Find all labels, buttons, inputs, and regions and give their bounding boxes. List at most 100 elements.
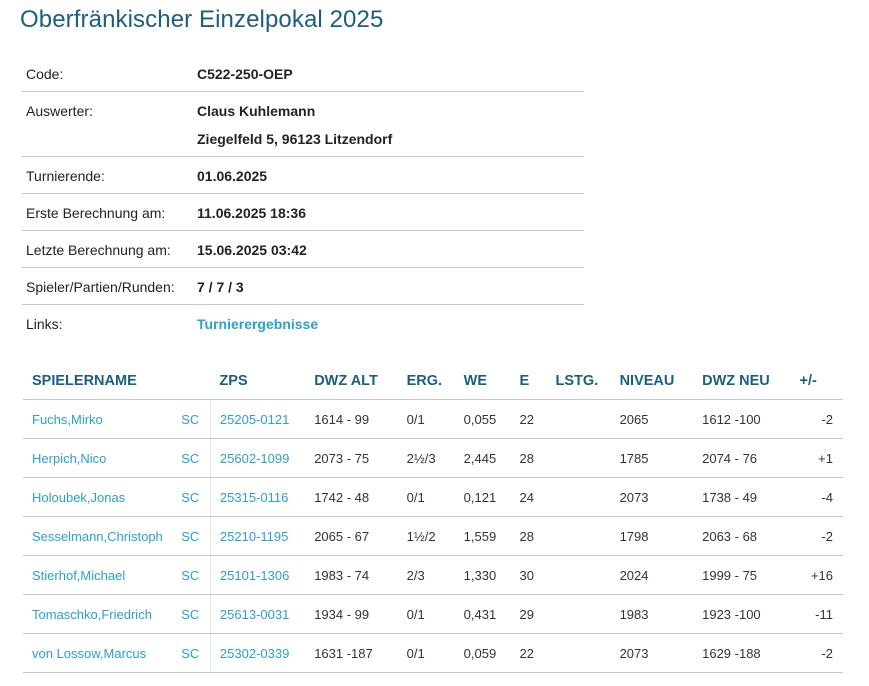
diff-cell: +1	[790, 438, 843, 478]
lstg-cell	[546, 477, 611, 517]
niveau-cell: 2073	[610, 633, 694, 673]
dwz-neu-cell: 1629 -188	[693, 633, 791, 673]
diff-cell: -2	[790, 516, 843, 556]
links-value: Turnierergebnisse	[197, 305, 318, 342]
erg-cell: 0/1	[397, 399, 455, 439]
info-row-turnierende: Turnierende: 01.06.2025	[22, 157, 584, 194]
header-dwz-alt[interactable]: DWZ ALT	[305, 362, 398, 400]
erg-cell: 0/1	[397, 633, 455, 673]
zps-link[interactable]: 25613-0031	[210, 594, 306, 634]
info-row-erste-berechnung: Erste Berechnung am: 11.06.2025 18:36	[22, 194, 584, 231]
erg-cell: 0/1	[397, 477, 455, 517]
info-row-code: Code: C522-250-OEP	[22, 55, 584, 92]
diff-cell: -11	[790, 594, 843, 634]
erste-berechnung-label: Erste Berechnung am:	[26, 205, 166, 221]
club-link[interactable]: SC	[172, 477, 211, 517]
zps-link[interactable]: 25101-1306	[210, 555, 306, 595]
letzte-berechnung-value: 15.06.2025 03:42	[197, 242, 307, 258]
zps-link[interactable]: 25602-1099	[210, 438, 306, 478]
turnierergebnisse-link[interactable]: Turnierergebnisse	[197, 316, 319, 332]
dwz-neu-cell: 1999 - 75	[693, 555, 791, 595]
info-row-links: Links: Turnierergebnisse	[22, 305, 584, 342]
zps-link[interactable]: 25302-0339	[210, 633, 306, 673]
erg-cell: 1½/2	[397, 516, 455, 556]
e-cell: 22	[510, 633, 547, 673]
table-row: Sesselmann,Christoph SC 25210-1195 2065 - 6…	[23, 516, 843, 556]
diff-cell: -2	[790, 399, 843, 439]
header-diff[interactable]: +/-	[790, 362, 843, 400]
auswerter-name: Claus Kuhlemann	[197, 103, 316, 119]
player-name-link[interactable]: Stierhof,Michael	[23, 555, 173, 595]
dwz-alt-cell: 1742 - 48	[305, 477, 398, 517]
dwz-neu-cell: 1923 -100	[693, 594, 791, 634]
table-row: Tomaschko,Friedrich SC 25613-0031 1934 - 99…	[23, 594, 843, 634]
turnierende-value: 01.06.2025	[197, 168, 268, 184]
club-link[interactable]: SC	[172, 555, 211, 595]
player-name-link[interactable]: Fuchs,Mirko	[23, 399, 173, 439]
zps-link[interactable]: 25210-1195	[210, 516, 306, 556]
we-cell: 0,055	[454, 399, 511, 439]
header-erg[interactable]: ERG.	[397, 362, 455, 400]
lstg-cell	[546, 594, 611, 634]
niveau-cell: 1785	[610, 438, 694, 478]
erste-berechnung-value: 11.06.2025 18:36	[197, 205, 306, 221]
club-link[interactable]: SC	[172, 438, 211, 478]
page-title: Oberfränkischer Einzelpokal 2025	[20, 6, 384, 33]
table-row: Fuchs,Mirko SC 25205-0121 1614 - 99 0/1 0,055…	[23, 399, 843, 439]
player-name-link[interactable]: Holoubek,Jonas	[23, 477, 173, 517]
header-lstg[interactable]: LSTG.	[546, 362, 611, 400]
player-name-link[interactable]: von Lossow,Marcus	[23, 633, 173, 673]
table-row: Holoubek,Jonas SC 25315-0116 1742 - 48 0/1 0,…	[23, 477, 843, 517]
player-name-link[interactable]: Tomaschko,Friedrich	[23, 594, 173, 634]
results-body: Fuchs,Mirko SC 25205-0121 1614 - 99 0/1 0,055…	[23, 399, 843, 673]
we-cell: 0,059	[454, 633, 511, 673]
diff-cell: +16	[790, 555, 843, 595]
e-cell: 24	[510, 477, 547, 517]
lstg-cell	[546, 555, 611, 595]
club-link[interactable]: SC	[172, 399, 211, 439]
erg-cell: 0/1	[397, 594, 455, 634]
code-label: Code:	[26, 66, 64, 82]
lstg-cell	[546, 438, 611, 478]
dwz-alt-cell: 1934 - 99	[305, 594, 398, 634]
info-row-auswerter: Auswerter: Claus Kuhlemann Ziegelfeld 5,…	[22, 92, 584, 157]
zps-link[interactable]: 25315-0116	[210, 477, 306, 517]
niveau-cell: 2065	[610, 399, 694, 439]
table-row: Herpich,Nico SC 25602-1099 2073 - 75 2½/3 2,4…	[23, 438, 843, 478]
diff-cell: -2	[790, 633, 843, 673]
club-link[interactable]: SC	[172, 594, 211, 634]
club-link[interactable]: SC	[172, 516, 211, 556]
e-cell: 28	[510, 438, 547, 478]
header-spielername[interactable]: SPIELERNAME	[23, 362, 173, 400]
spieler-partien-runden-value: 7 / 7 / 3	[197, 279, 244, 295]
header-dwz-neu[interactable]: DWZ NEU	[693, 362, 791, 400]
dwz-alt-cell: 2065 - 67	[305, 516, 398, 556]
header-we[interactable]: WE	[454, 362, 511, 400]
results-header-row: SPIELERNAME ZPS DWZ ALT ERG. WE E LSTG. …	[23, 362, 843, 400]
club-link[interactable]: SC	[172, 633, 211, 673]
header-niveau[interactable]: NIVEAU	[610, 362, 694, 400]
player-name-link[interactable]: Sesselmann,Christoph	[23, 516, 173, 556]
header-e[interactable]: E	[510, 362, 547, 400]
table-row: Stierhof,Michael SC 25101-1306 1983 - 74 2/3…	[23, 555, 843, 595]
spieler-partien-runden-label: Spieler/Partien/Runden:	[26, 279, 175, 295]
player-name-link[interactable]: Herpich,Nico	[23, 438, 173, 478]
niveau-cell: 2073	[610, 477, 694, 517]
we-cell: 1,330	[454, 555, 511, 595]
tournament-info: Code: C522-250-OEP Auswerter: Claus Kuhl…	[22, 55, 584, 342]
we-cell: 0,121	[454, 477, 511, 517]
dwz-neu-cell: 2074 - 76	[693, 438, 791, 478]
niveau-cell: 1798	[610, 516, 694, 556]
zps-link[interactable]: 25205-0121	[210, 399, 306, 439]
e-cell: 28	[510, 516, 547, 556]
lstg-cell	[546, 516, 611, 556]
lstg-cell	[546, 399, 611, 439]
niveau-cell: 2024	[610, 555, 694, 595]
e-cell: 22	[510, 399, 547, 439]
dwz-alt-cell: 1983 - 74	[305, 555, 398, 595]
header-zps[interactable]: ZPS	[210, 362, 306, 400]
auswerter-address: Ziegelfeld 5, 96123 Litzendorf	[197, 131, 393, 147]
info-row-spieler-partien-runden: Spieler/Partien/Runden: 7 / 7 / 3	[22, 268, 584, 305]
diff-cell: -4	[790, 477, 843, 517]
e-cell: 29	[510, 594, 547, 634]
